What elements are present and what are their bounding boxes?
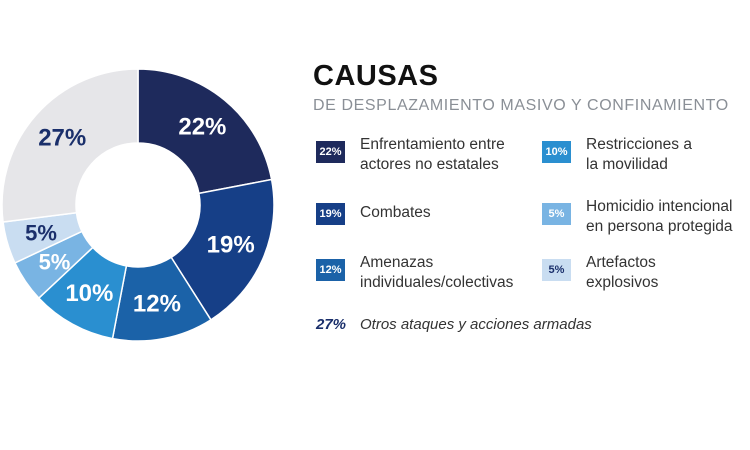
chart-title: CAUSAS bbox=[313, 60, 439, 92]
chart-subtitle: DE DESPLAZAMIENTO MASIVO Y CONFINAMIENTO bbox=[313, 97, 729, 114]
legend-label: Restricciones a la movilidad bbox=[586, 136, 692, 173]
donut-slice-label: 27% bbox=[38, 125, 86, 152]
legend-item-restricciones: 10% Restricciones a la movilidad bbox=[542, 135, 692, 175]
donut-slice bbox=[170, 178, 275, 321]
legend: 22% Enfrentamiento entre actores no estat… bbox=[316, 135, 746, 345]
donut-slice-label: 5% bbox=[39, 249, 71, 274]
legend-badge: 19% bbox=[316, 203, 345, 225]
legend-badge: 5% bbox=[542, 259, 571, 281]
donut-chart: 22% 19% 12% 10% 5% 5% 27% bbox=[1, 68, 275, 342]
legend-badge: 22% bbox=[316, 141, 345, 163]
legend-item-homicidio: 5% Homicidio intencional en persona prote… bbox=[542, 197, 733, 237]
legend-label: Homicidio intencional en persona protegid… bbox=[586, 198, 733, 235]
legend-item-amenazas: 12% Amenazas individuales/colectivas bbox=[316, 253, 513, 293]
donut-slice-label: 22% bbox=[178, 114, 226, 141]
donut-slice bbox=[137, 68, 273, 195]
legend-label: Combates bbox=[360, 204, 431, 221]
legend-badge: 5% bbox=[542, 203, 571, 225]
legend-other-label: Otros ataques y acciones armadas bbox=[360, 316, 592, 333]
donut-slice-label: 12% bbox=[133, 291, 181, 318]
donut-slice-label: 5% bbox=[25, 221, 57, 246]
legend-label: Amenazas individuales/colectivas bbox=[360, 254, 514, 291]
legend-item-artefactos: 5% Artefactos explosivos bbox=[542, 253, 658, 293]
legend-item-combates: 19% Combates bbox=[316, 197, 431, 225]
legend-other-pct: 27% bbox=[316, 316, 347, 333]
donut-slice-label: 19% bbox=[207, 232, 255, 259]
legend-label: Enfrentamiento entre actores no estatales bbox=[360, 136, 505, 173]
legend-label: Artefactos explosivos bbox=[586, 254, 659, 291]
legend-badge: 10% bbox=[542, 141, 571, 163]
donut-slice-label: 10% bbox=[65, 280, 113, 307]
legend-badge: 12% bbox=[316, 259, 345, 281]
donut-slice bbox=[1, 68, 139, 223]
legend-item-enfrentamiento: 22% Enfrentamiento entre actores no estat… bbox=[316, 135, 505, 175]
